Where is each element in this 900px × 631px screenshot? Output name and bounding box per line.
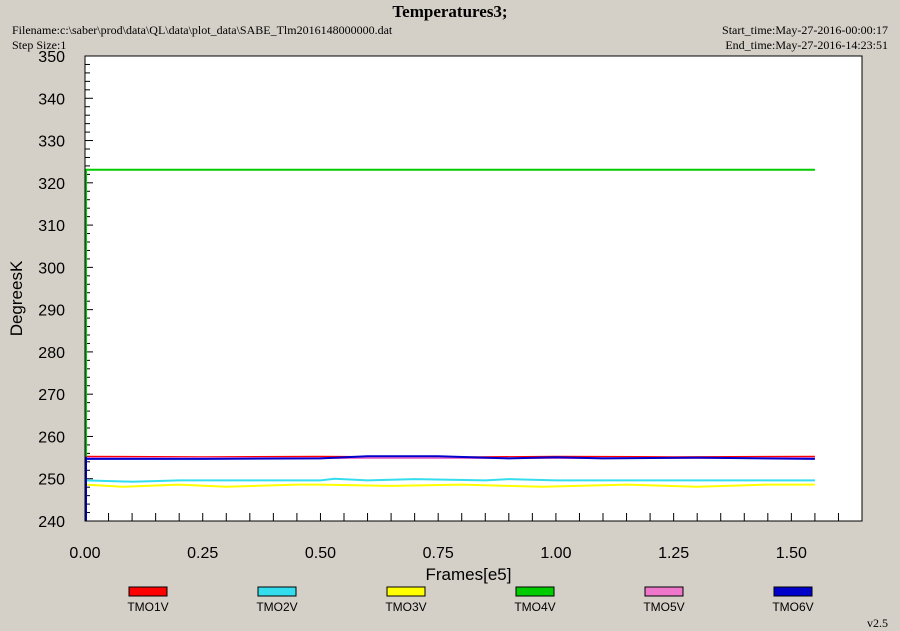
y-tick-label: 310 — [38, 218, 65, 235]
x-tick-label: 1.00 — [540, 545, 571, 562]
y-axis-label: DegreesK — [7, 260, 26, 336]
legend-swatch — [257, 586, 297, 597]
x-axis-label: Frames[e5] — [426, 565, 512, 584]
y-tick-label: 340 — [38, 91, 65, 108]
plot-area — [84, 55, 863, 522]
x-tick-label: 0.00 — [69, 545, 100, 562]
step-size-label: Step Size:1 — [12, 38, 67, 52]
legend-swatch — [386, 586, 426, 597]
y-tick-label: 240 — [38, 514, 65, 531]
y-tick-label: 290 — [38, 303, 65, 320]
legend-label: TMO2V — [256, 600, 297, 614]
x-tick-label: 1.50 — [776, 545, 807, 562]
legend: TMO1V TMO2V TMO3V TMO4V TMO5V TMO6V — [127, 586, 814, 614]
x-tick-label: 0.50 — [305, 545, 336, 562]
series-layer — [84, 168, 815, 521]
x-tick-label: 0.25 — [187, 545, 218, 562]
series-line-tmo6v — [85, 455, 815, 460]
start-time-label: Start_time:May-27-2016-00:00:17 — [722, 23, 888, 37]
x-tick-label: 0.75 — [423, 545, 454, 562]
filename-label: Filename:c:\saber\prod\data\QL\data\plot… — [12, 23, 393, 37]
legend-swatch — [128, 586, 168, 597]
legend-swatch — [773, 586, 813, 597]
series-line-tmo3v — [84, 483, 815, 488]
legend-label: TMO5V — [643, 600, 684, 614]
y-tick-label: 280 — [38, 345, 65, 362]
x-tick-label: 1.25 — [658, 545, 689, 562]
series-line-tmo2v — [84, 477, 815, 483]
legend-swatch — [515, 586, 555, 597]
y-tick-label: 350 — [38, 49, 65, 66]
axes — [84, 56, 862, 522]
legend-label: TMO4V — [514, 600, 555, 614]
y-tick-label: 330 — [38, 134, 65, 151]
y-tick-label: 320 — [38, 176, 65, 193]
y-tick-label: 270 — [38, 387, 65, 404]
end-time-label: End_time:May-27-2016-14:23:51 — [725, 38, 888, 52]
legend-label: TMO3V — [385, 600, 426, 614]
version-label: v2.5 — [867, 616, 888, 630]
y-tick-label: 300 — [38, 260, 65, 277]
chart-title: Temperatures3; — [392, 2, 508, 21]
legend-label: TMO1V — [127, 600, 168, 614]
y-tick-label: 250 — [38, 472, 65, 489]
legend-swatch — [644, 586, 684, 597]
y-tick-label: 260 — [38, 429, 65, 446]
legend-label: TMO6V — [772, 600, 813, 614]
tick-labels: 240 250 260 270 280 290 300 310 320 330 340 350 0.00… — [38, 49, 807, 562]
